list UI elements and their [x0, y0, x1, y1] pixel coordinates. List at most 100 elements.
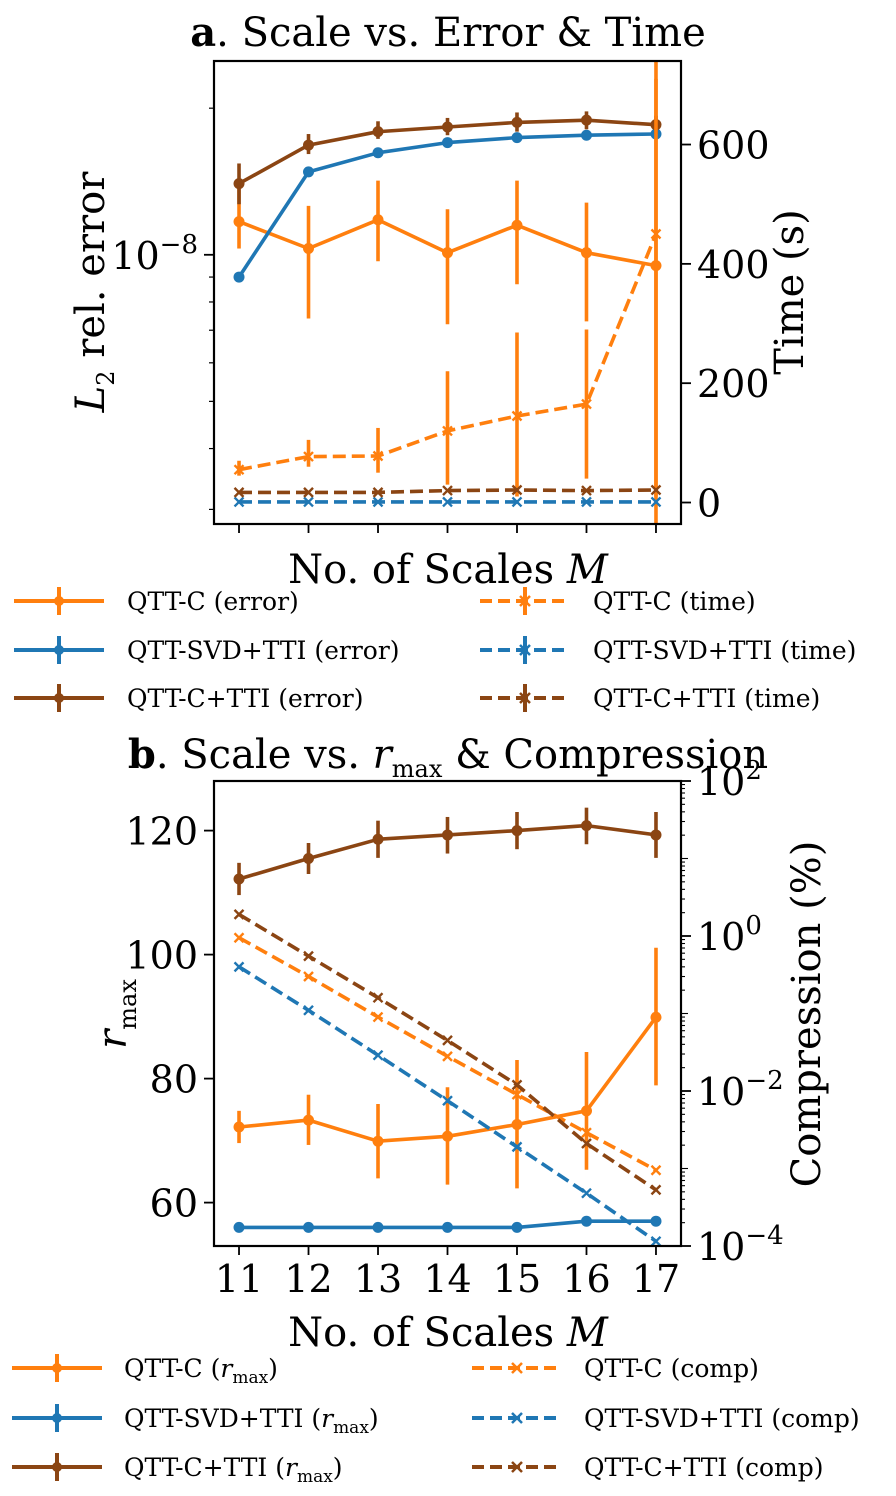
panel-b-series-6-point [650, 1184, 662, 1196]
panel-a-y2tick-label: 400 [697, 243, 770, 287]
panel-b-series-2-point [650, 1215, 662, 1227]
panel-a-series-2-point [372, 147, 384, 159]
panel-b-series-4-point [650, 1164, 662, 1176]
panel-a-series-4-point [511, 410, 523, 422]
panel-a-series-4-point [372, 450, 384, 462]
legend-b-item-5: QTT-SVD+TTI (comp) [472, 1404, 860, 1433]
panel-a-series-5-point [303, 496, 314, 508]
panel-b-series-4-point [372, 1011, 384, 1023]
panel-b-series-3-point [233, 873, 245, 885]
panel-a-series-2-point [303, 166, 315, 178]
panel-b-series-6-point [372, 992, 384, 1004]
legend-a-item-6: QTT-C+TTI (time) [480, 684, 820, 713]
panel-b-series-4-point [233, 932, 245, 944]
panel-b-ytick-label: 80 [150, 1058, 198, 1102]
panel-a-series-5-point [442, 496, 453, 508]
panel-a-series-3-point [580, 114, 592, 126]
legend-a-label-6: QTT-C+TTI (time) [593, 684, 820, 713]
panel-a-xlabel: No. of Scales M [288, 547, 609, 593]
panel-a-series-1-point [233, 216, 245, 228]
panel-b-series-2-point [580, 1215, 592, 1227]
panel-b-xtick-label: 15 [493, 1257, 541, 1301]
legend-b-label-4: QTT-C (comp) [584, 1354, 759, 1383]
panel-b-series-6-point [233, 909, 245, 920]
panel-b-series-3-point [442, 829, 453, 841]
panel-b-title-bold: b [128, 731, 156, 778]
panel-a-y2label: Time (s) [767, 209, 813, 375]
panel-a-series-2-point [511, 132, 523, 144]
panel-b-y2tick-label: 10−2 [697, 1066, 784, 1114]
legend-b-swatch-2-marker [52, 1413, 62, 1423]
panel-b-y2tick-label: 102 [697, 756, 762, 804]
panel-b-series-4-point [303, 971, 314, 982]
panel-b-series-3-point [372, 833, 384, 845]
legend-b-swatch-1-marker [52, 1363, 62, 1373]
panel-b-y2tick-label: 100 [697, 911, 762, 959]
legend-a-swatch-3-marker [54, 693, 64, 703]
panel-a-frame [212, 59, 683, 526]
panel-b-series-3-point [650, 829, 662, 841]
legend-b-label-1: QTT-C (rmax) [124, 1354, 278, 1388]
panel-b-xtick-label: 11 [215, 1257, 263, 1301]
panel-a-series-6-point [650, 484, 662, 496]
panel-b-series-5-point [303, 1004, 314, 1016]
legend-b-swatch-3-marker [52, 1462, 62, 1472]
panel-a-series-3-point [233, 178, 245, 190]
legend-a-label-1: QTT-C (error) [127, 587, 299, 616]
panel-a-series-6-point [442, 485, 453, 496]
panel-b-xlabel: No. of Scales M [288, 1310, 609, 1356]
panel-b-xtick-label: 17 [632, 1257, 680, 1301]
legend-a-swatch-6-marker [519, 692, 531, 704]
panel-a-series-1-point [303, 243, 315, 255]
legend-a-label-2: QTT-SVD+TTI (error) [127, 636, 400, 665]
panel-b-series-5-point [581, 1187, 592, 1199]
panel-a-title-text: . Scale vs. Error & Time [216, 10, 706, 56]
legend-b-label-6: QTT-C+TTI (comp) [584, 1453, 824, 1482]
panel-b-title: b. Scale vs. rmax & Compression [128, 731, 768, 783]
panel-b-series-2-point [303, 1221, 315, 1233]
legend-a-swatch-1-marker [54, 596, 64, 606]
legend-a-item-1: QTT-C (error) [14, 587, 299, 616]
panel-a-series-5-point [581, 496, 592, 508]
legend-b-item-3: QTT-C+TTI (rmax) [12, 1453, 343, 1487]
legend-b-item-1: QTT-C (rmax) [12, 1354, 278, 1388]
panel-b-xtick-label: 13 [354, 1257, 402, 1301]
panel-b-frame [212, 779, 683, 1248]
panel-b-series-2-point [511, 1221, 523, 1233]
legend-b-swatch-4-marker [511, 1362, 523, 1374]
panel-b-series-1-point [372, 1135, 384, 1147]
legend-b-label-3: QTT-C+TTI (rmax) [124, 1453, 343, 1487]
panel-b-series-6-point [442, 1035, 453, 1046]
panel-b-series-2-point [442, 1221, 453, 1233]
legend-b-swatch-5-marker [511, 1412, 523, 1424]
panel-b-ylabel-sub: max [114, 979, 142, 1030]
panel-b-series-1-point [442, 1130, 453, 1142]
panel-b-series-3-point [303, 853, 315, 864]
panel-a-series-2-point [580, 129, 592, 141]
legend-a: QTT-C (error) QTT-SVD+TTI (error) QTT-C+… [14, 587, 856, 713]
panel-a-ylabel-sub: 2 [92, 371, 120, 386]
panel-b-series-6-point [303, 950, 314, 962]
panel-b-series-1-point [233, 1121, 245, 1133]
panel-a-series-6-point [303, 487, 314, 498]
panel-a-series-6-point [372, 487, 384, 498]
panel-b-xtick-label: 12 [284, 1257, 332, 1301]
panel-b-ylabel-var: r [90, 1027, 136, 1049]
panel-b-series-4-point [581, 1127, 592, 1139]
panel-a-series-5-point [372, 496, 384, 508]
panel-a-series-4-point [233, 464, 245, 476]
legend-a-swatch-2-marker [54, 645, 64, 655]
panel-b-series-2-point [233, 1221, 245, 1233]
legend-a-swatch-5-marker [519, 644, 531, 656]
legend-a-label-3: QTT-C+TTI (error) [127, 684, 363, 713]
legend-b-item-2: QTT-SVD+TTI (rmax) [12, 1404, 379, 1438]
panel-b-title-var: r [373, 732, 395, 778]
panel-b-xtick-label: 14 [423, 1257, 471, 1301]
panel-a-ytick-label: 10−8 [111, 230, 198, 278]
panel-a-series-1-point [580, 247, 592, 259]
panel-b-series-6-point [581, 1138, 592, 1149]
panel-b-series-6-point [511, 1079, 523, 1091]
panel-b-ylabel: rmax [90, 979, 142, 1049]
panel-a-series-3-point [303, 139, 315, 151]
